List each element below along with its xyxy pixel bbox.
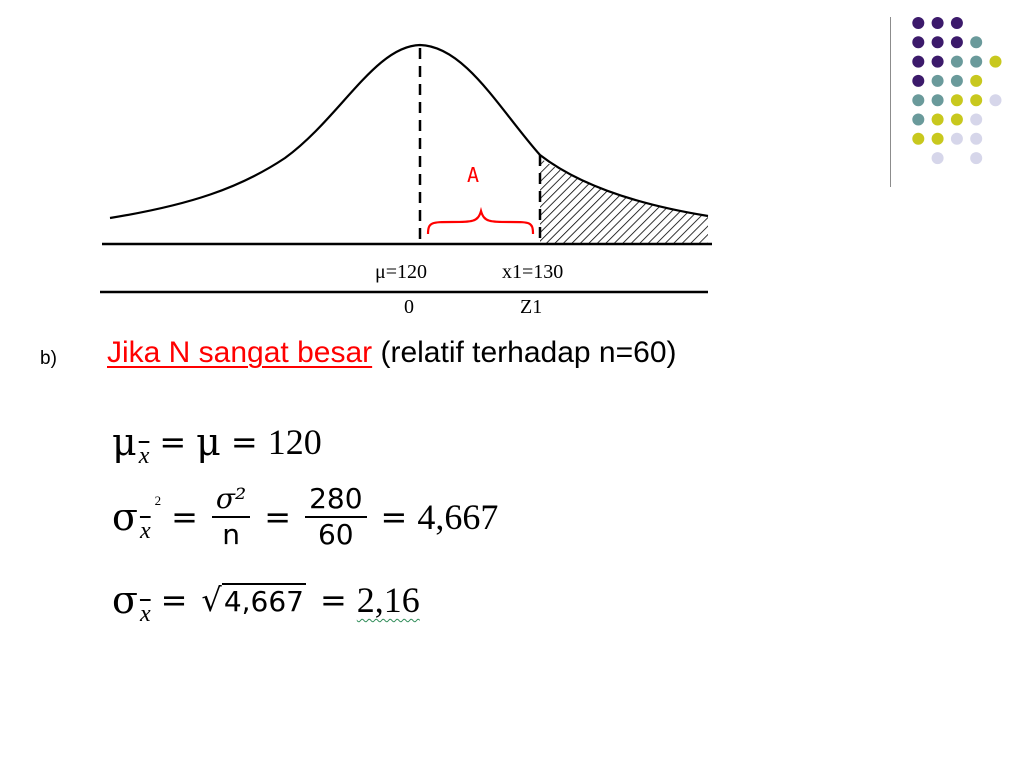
normal-curve-diagram: A μ=120 x1=130 0 Z1 [100, 43, 712, 318]
sqrt-sign-icon: √ [201, 581, 222, 619]
fraction-sigma-over-n: σ² n [211, 482, 251, 552]
bullet-line: b) Jika N sangat besar (relatif terhadap… [40, 336, 940, 376]
decorative-dot [931, 113, 944, 126]
decorative-dot [931, 152, 944, 165]
fraction-bar [211, 516, 251, 518]
decorative-dot [912, 36, 925, 49]
equals-sign: = [159, 423, 187, 461]
decorative-dot [950, 74, 963, 87]
sigma-symbol: σ [112, 495, 138, 539]
decorative-dot [931, 74, 944, 87]
decorative-dot [950, 17, 963, 29]
mean-value: 120 [267, 422, 322, 462]
decorative-dot [950, 55, 963, 68]
x1-label: x1=130 [502, 261, 563, 283]
decorative-dot [950, 94, 963, 107]
decorative-dot [931, 94, 944, 107]
fraction-denominator: n [222, 518, 240, 551]
decorative-dot [931, 132, 944, 145]
fraction-denominator: 60 [317, 518, 354, 551]
formula-mean: μ x = μ = 120 [112, 420, 322, 469]
decorative-dot [970, 55, 983, 68]
decorative-dot [912, 113, 925, 126]
decorative-dot [912, 74, 925, 87]
bullet-link[interactable]: Jika N sangat besar [107, 336, 373, 369]
standard-error-result: 2,16 [356, 580, 420, 620]
xbar-subscript: x [139, 517, 151, 544]
mu-symbol: μ [112, 420, 137, 464]
xbar-subscript: x [139, 600, 151, 627]
formula-variance: σ x 2 = σ² n = 280 60 = 4,667 [112, 482, 498, 552]
decorative-dot [931, 17, 944, 29]
square-superscript: 2 [154, 493, 162, 508]
decorative-dot [931, 36, 944, 49]
decorative-dot [912, 17, 925, 29]
equals-sign: = [171, 498, 198, 536]
formula-standard-error: σ x = √ 4,667 = 2,16 [112, 578, 420, 627]
equals-sign: = [264, 498, 292, 536]
equals-sign: = [160, 581, 188, 619]
equals-sign: = [319, 581, 347, 619]
shaded-tail-area [540, 158, 708, 244]
decorative-dot [970, 152, 983, 165]
fraction-numerator: 280 [309, 482, 363, 515]
xbar-subscript: x [138, 442, 150, 469]
bullet-text: Jika N sangat besar (relatif terhadap n=… [107, 336, 677, 370]
decorative-dot [931, 55, 944, 68]
equals-sign: = [380, 498, 408, 536]
decorative-dot [970, 36, 983, 49]
bullet-marker: b) [40, 348, 57, 369]
region-a-label: A [467, 163, 479, 187]
decorative-dot [912, 132, 925, 145]
sqrt-radicand: 4,667 [221, 583, 306, 618]
bullet-rest-text: (relatif terhadap n=60) [372, 336, 677, 369]
fraction-numerator: σ² [215, 482, 247, 515]
decorative-dot [989, 55, 1002, 68]
decorative-dot [912, 55, 925, 68]
decorative-dot [970, 113, 983, 126]
region-a-brace [426, 206, 535, 235]
decorative-divider-line [890, 17, 891, 187]
decorative-dot [970, 94, 983, 107]
decorative-dot [989, 94, 1002, 107]
fraction-280-over-60: 280 60 [305, 482, 367, 552]
decorative-dot [950, 36, 963, 49]
normal-curve [109, 43, 709, 220]
square-root: √ 4,667 [201, 581, 306, 619]
fraction-bar [305, 516, 367, 518]
decorative-dot [912, 94, 925, 107]
variance-result: 4,667 [417, 497, 499, 537]
decorative-dot [950, 132, 963, 145]
mean-label: μ=120 [375, 261, 427, 283]
z0-label: 0 [404, 296, 414, 318]
decorative-dot [970, 132, 983, 145]
equals-sign: = [230, 423, 258, 461]
mu-symbol: μ [196, 420, 221, 464]
sigma-symbol: σ [112, 578, 138, 622]
decorative-dot [970, 74, 983, 87]
z1-label: Z1 [520, 296, 542, 318]
decorative-dot [950, 113, 963, 126]
